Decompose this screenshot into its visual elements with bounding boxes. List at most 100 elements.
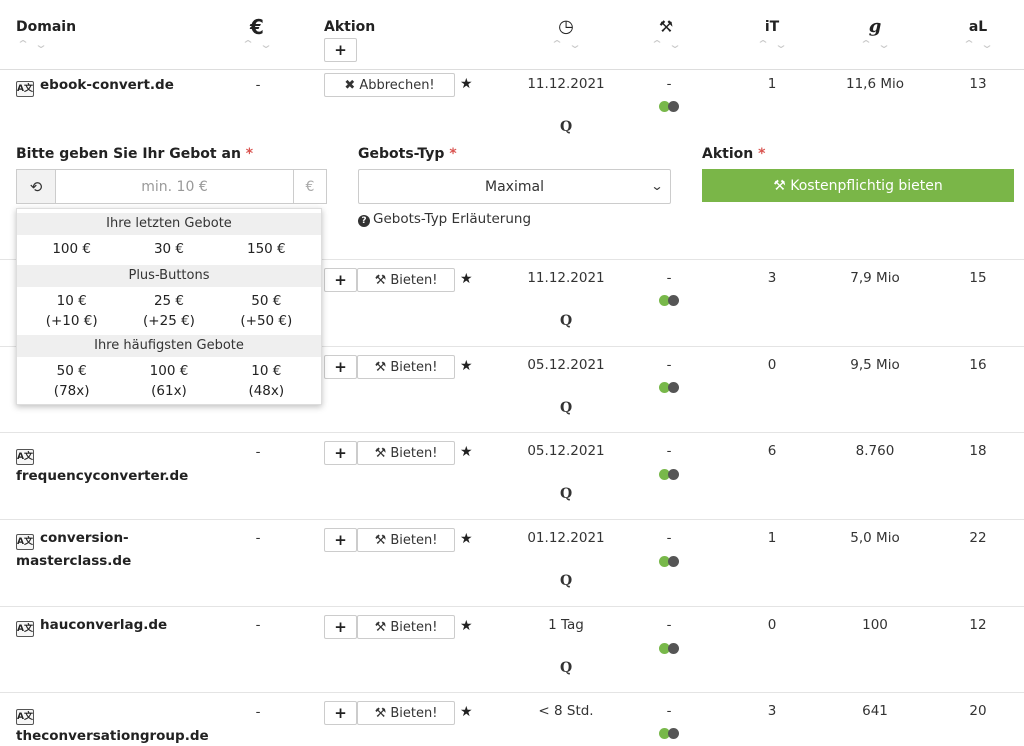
star-icon[interactable]: ★ xyxy=(460,704,473,720)
bid-type-select[interactable]: Maximal ⌄ xyxy=(358,169,671,204)
sort-arrows[interactable]: ⌃ ⌄ xyxy=(752,38,792,51)
domain-cell[interactable]: A文 hauconverlag.de xyxy=(16,614,216,637)
dictionary-icon: A文 xyxy=(16,534,34,550)
add-all-button[interactable]: + xyxy=(324,38,357,62)
suggestion-item[interactable]: 10 € (+10 €) xyxy=(45,293,98,329)
it-cell: 0 xyxy=(767,617,777,633)
q-icon[interactable]: Q xyxy=(560,486,573,502)
sort-arrows[interactable]: ⌃ ⌄ xyxy=(855,38,895,51)
sort-down-icon[interactable]: ⌄ xyxy=(980,38,994,51)
suggestion-item[interactable]: 25 € (+25 €) xyxy=(143,293,195,329)
add-button[interactable]: + xyxy=(324,441,357,465)
header-it-label: iT xyxy=(764,19,780,35)
google-cell: 641 xyxy=(862,703,888,719)
sort-down-icon[interactable]: ⌄ xyxy=(668,38,682,51)
dictionary-icon: A文 xyxy=(16,81,34,97)
header-price[interactable]: € ⌃ ⌄ xyxy=(238,16,276,50)
toggle-switch[interactable] xyxy=(659,728,681,739)
q-icon[interactable]: Q xyxy=(560,119,573,135)
star-icon[interactable]: ★ xyxy=(460,358,473,374)
sort-down-icon[interactable]: ⌄ xyxy=(877,38,891,51)
header-it[interactable]: iT ⌃ ⌄ xyxy=(752,16,792,50)
star-icon[interactable]: ★ xyxy=(460,271,473,287)
domain-name[interactable]: frequencyconverter.de xyxy=(16,468,189,484)
bid-button[interactable]: ⚒ Bieten! xyxy=(357,701,455,725)
suggestion-item[interactable]: 100 € (61x) xyxy=(149,363,189,399)
sort-arrows[interactable]: ⌃ ⌄ xyxy=(546,38,586,51)
sort-down-icon[interactable]: ⌄ xyxy=(568,38,582,51)
sort-down-icon[interactable]: ⌄ xyxy=(774,38,788,51)
google-cell: 100 xyxy=(862,617,888,633)
sort-up-icon[interactable]: ⌃ xyxy=(241,38,255,51)
domain-cell[interactable]: A文 theconversationgroup.de xyxy=(16,702,216,746)
it-cell: 3 xyxy=(767,703,777,719)
toggle-switch[interactable] xyxy=(659,295,681,306)
cancel-button[interactable]: ✖ Abbrechen! xyxy=(324,73,455,97)
toggle-switch[interactable] xyxy=(659,101,681,112)
star-icon[interactable]: ★ xyxy=(460,618,473,634)
add-button[interactable]: + xyxy=(324,355,357,379)
it-cell: 0 xyxy=(767,357,777,373)
suggestion-item[interactable]: 30 € xyxy=(153,241,185,257)
domain-name-line2[interactable]: masterclass.de xyxy=(16,553,132,569)
domain-cell[interactable]: A文 frequencyconverter.de xyxy=(16,442,216,487)
date-cell: 11.12.2021 xyxy=(527,76,605,92)
sort-up-icon[interactable]: ⌃ xyxy=(756,38,770,51)
sort-arrows[interactable]: ⌃ ⌄ xyxy=(958,38,998,51)
domain-name[interactable]: hauconverlag.de xyxy=(40,617,168,633)
domain-name[interactable]: ebook-convert.de xyxy=(40,77,174,93)
dictionary-icon: A文 xyxy=(16,709,34,725)
header-al[interactable]: aL ⌃ ⌄ xyxy=(958,16,998,50)
bid-amount-input[interactable]: min. 10 € xyxy=(141,178,208,195)
add-button[interactable]: + xyxy=(324,528,357,552)
suggestion-item[interactable]: 100 € xyxy=(52,241,91,257)
header-bids[interactable]: ⚒ ⌃ ⌄ xyxy=(646,16,686,50)
toggle-switch[interactable] xyxy=(659,556,681,567)
submit-bid-button[interactable]: ⚒ Kostenpflichtig bieten xyxy=(702,169,1014,202)
domain-name[interactable]: theconversationgroup.de xyxy=(16,728,209,744)
add-button[interactable]: + xyxy=(324,701,357,725)
header-google[interactable]: g ⌃ ⌄ xyxy=(855,16,895,50)
sort-up-icon[interactable]: ⌃ xyxy=(962,38,976,51)
sort-down-icon[interactable]: ⌄ xyxy=(259,38,273,51)
domain-cell[interactable]: A文 conversion-masterclass.de xyxy=(16,527,216,572)
suggestion-item[interactable]: 50 € (78x) xyxy=(53,363,90,399)
sort-up-icon[interactable]: ⌃ xyxy=(859,38,873,51)
bid-button[interactable]: ⚒ Bieten! xyxy=(357,528,455,552)
add-button[interactable]: + xyxy=(324,615,357,639)
star-icon[interactable]: ★ xyxy=(460,76,473,92)
bid-button[interactable]: ⚒ Bieten! xyxy=(357,441,455,465)
bid-type-help-link[interactable]: ? Gebots-Typ Erläuterung xyxy=(358,211,531,227)
q-icon[interactable]: Q xyxy=(560,400,573,416)
sort-arrows[interactable]: ⌃ ⌄ xyxy=(16,38,76,51)
sort-up-icon[interactable]: ⌃ xyxy=(550,38,564,51)
sort-arrows[interactable]: ⌃ ⌄ xyxy=(646,38,686,51)
toggle-switch[interactable] xyxy=(659,469,681,480)
sort-up-icon[interactable]: ⌃ xyxy=(650,38,664,51)
suggestion-item[interactable]: 50 € (+50 €) xyxy=(240,293,293,329)
header-time[interactable]: ◷ ⌃ ⌄ xyxy=(546,16,586,50)
q-icon[interactable]: Q xyxy=(560,313,573,329)
bid-button[interactable]: ⚒ Bieten! xyxy=(357,268,455,292)
domain-name-line1[interactable]: conversion- xyxy=(40,530,129,546)
domain-cell[interactable]: A文 ebook-convert.de xyxy=(16,74,216,97)
al-cell: 12 xyxy=(969,617,987,633)
bid-button[interactable]: ⚒ Bieten! xyxy=(357,355,455,379)
sort-arrows[interactable]: ⌃ ⌄ xyxy=(238,38,276,51)
q-icon[interactable]: Q xyxy=(560,573,573,589)
suggestion-item[interactable]: 10 € (48x) xyxy=(248,363,285,399)
header-domain[interactable]: Domain ⌃ ⌄ xyxy=(16,16,76,50)
toggle-switch[interactable] xyxy=(659,382,681,393)
sort-up-icon[interactable]: ⌃ xyxy=(16,38,30,51)
star-icon[interactable]: ★ xyxy=(460,531,473,547)
q-icon[interactable]: Q xyxy=(560,660,573,676)
suggestion-item[interactable]: 150 € xyxy=(246,241,286,257)
star-icon[interactable]: ★ xyxy=(460,444,473,460)
history-icon[interactable]: ⟲ xyxy=(17,170,56,203)
toggle-switch[interactable] xyxy=(659,643,681,654)
sort-down-icon[interactable]: ⌄ xyxy=(34,38,48,51)
status-cell: - xyxy=(666,76,672,92)
add-button[interactable]: + xyxy=(324,268,357,292)
bid-button[interactable]: ⚒ Bieten! xyxy=(357,615,455,639)
table-row: + ⚒ Bieten! ★ 05.12.2021 Q - 0 9,5 Mio 16 xyxy=(0,347,1024,433)
